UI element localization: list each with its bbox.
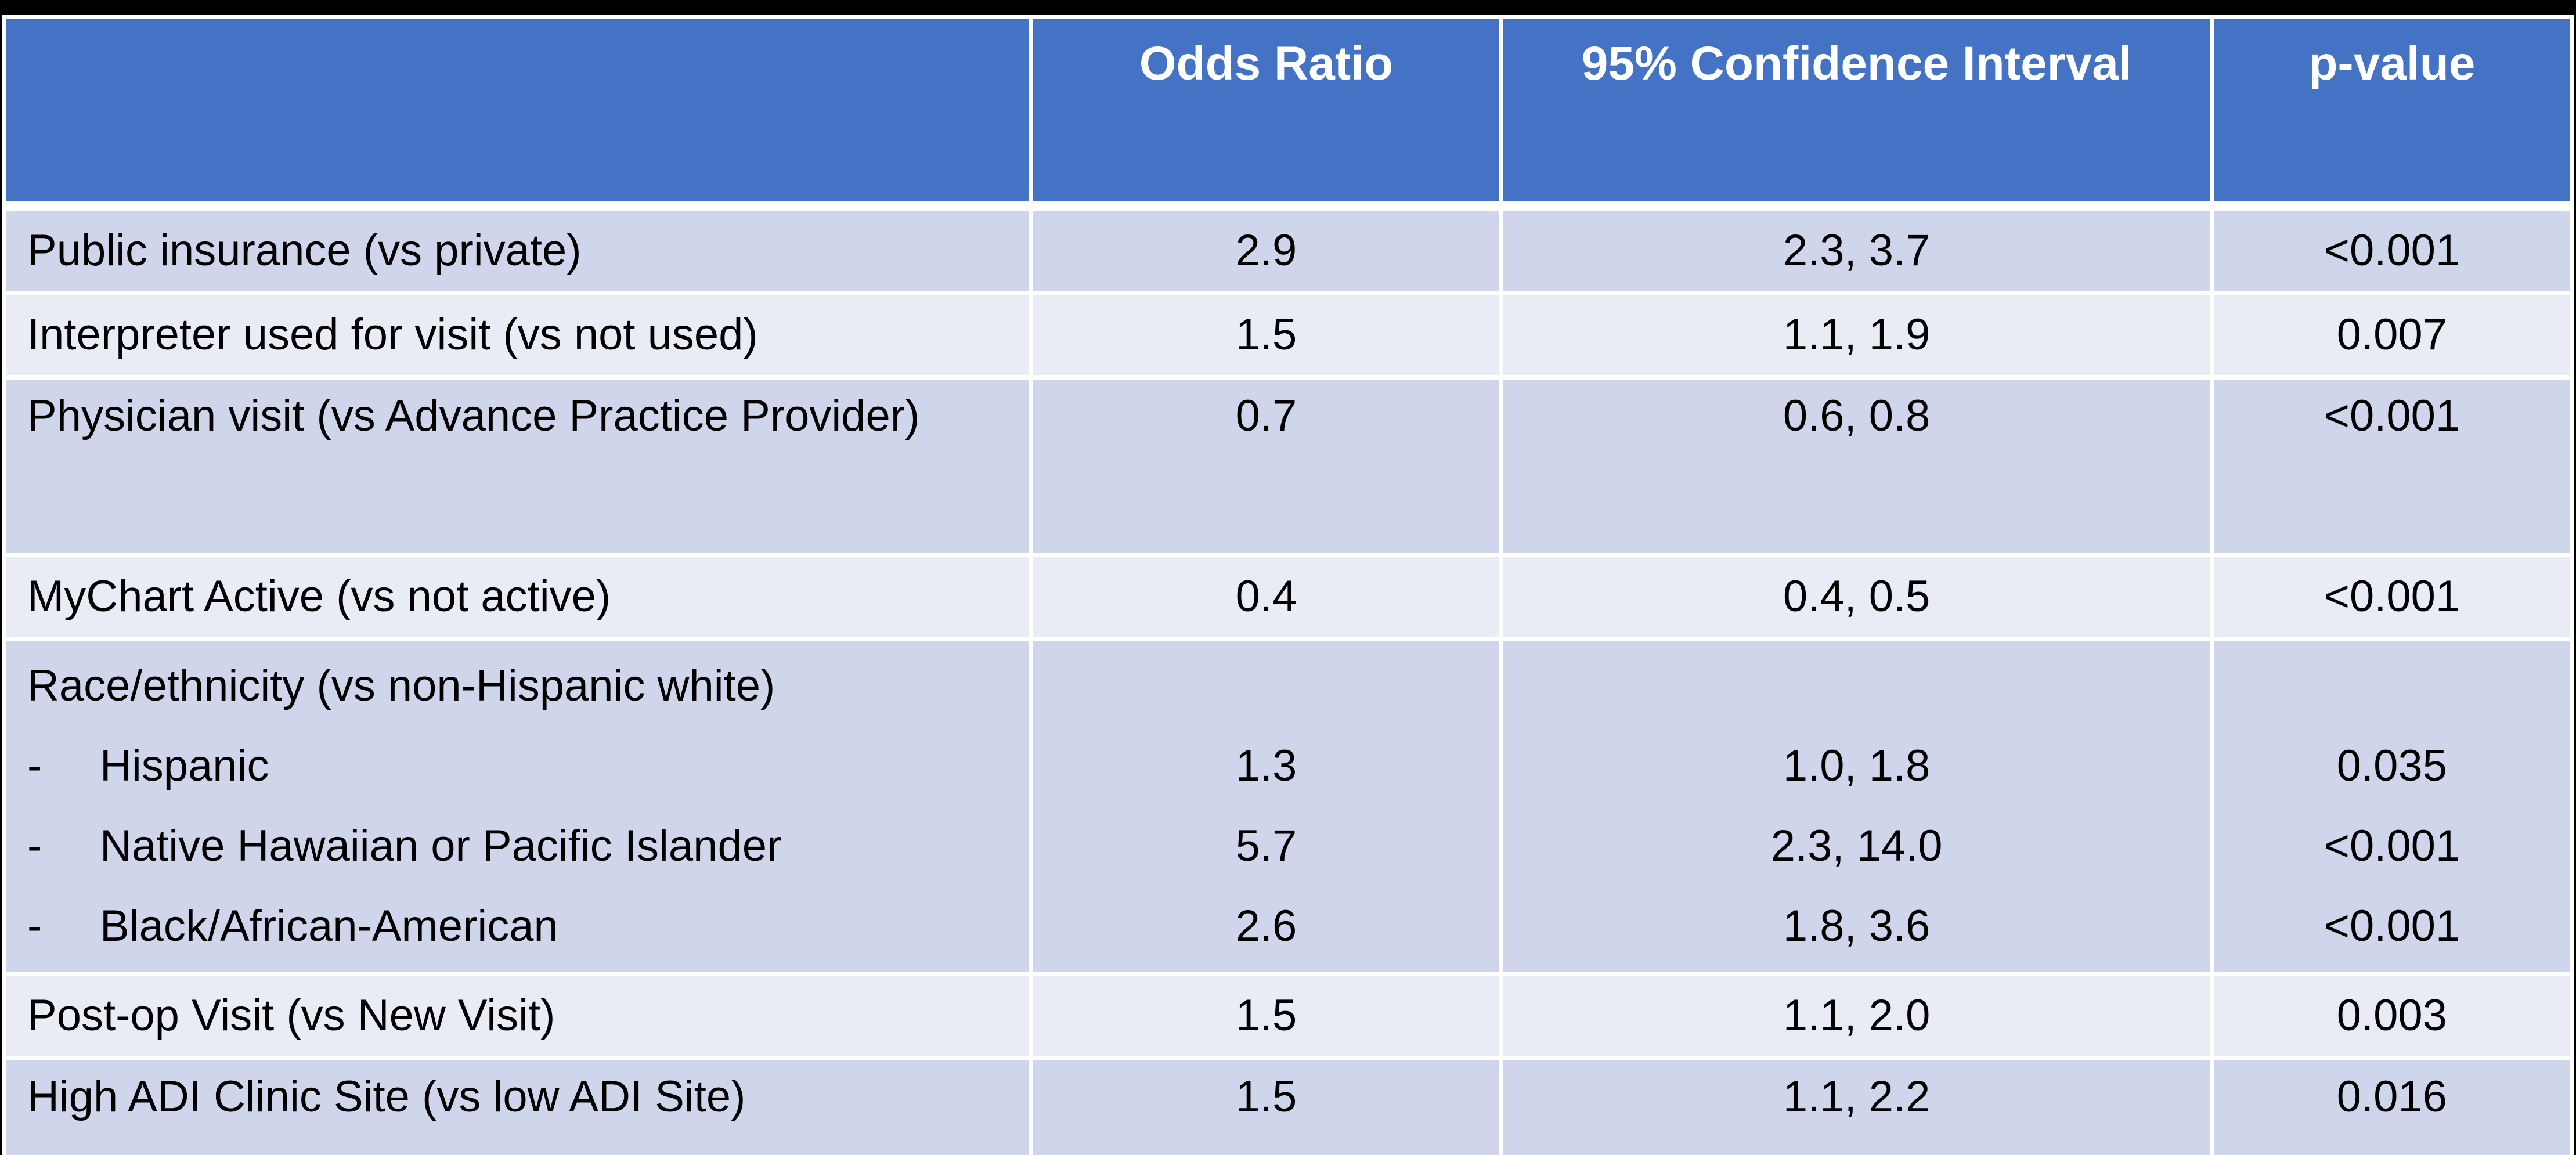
odds-ratio-cell: 1.3 5.7 2.6	[1029, 637, 1503, 976]
odds-ratio-value: 2.6	[1235, 901, 1297, 951]
header-blank-cell	[2, 15, 1034, 211]
spacer-line	[1505, 646, 2208, 726]
row-label: Public insurance (vs private)	[27, 226, 582, 276]
p-value-cell: <0.001	[2210, 553, 2574, 641]
subrow-label: Native Hawaiian or Pacific Islander	[100, 821, 782, 871]
header-confidence-interval: 95% Confidence Interval	[1499, 15, 2214, 211]
table-row-physician-visit: Physician visit (vs Advance Practice Pro…	[2, 375, 2574, 557]
ci-cell: 2.3, 3.7	[1499, 204, 2214, 295]
ci-value: 1.0, 1.8	[1783, 741, 1931, 791]
subrow-label: Hispanic	[100, 741, 269, 791]
spacer-line	[2216, 646, 2567, 726]
race-subrow-nhpi: - Native Hawaiian or Pacific Islander	[27, 806, 1015, 886]
row-label: Post-op Visit (vs New Visit)	[27, 991, 555, 1041]
race-group-title: Race/ethnicity (vs non-Hispanic white)	[27, 646, 1015, 726]
odds-ratio-value: 5.7	[1235, 821, 1297, 871]
odds-ratio-cell: 1.5	[1029, 1056, 1503, 1155]
ci-cell: 1.1, 1.9	[1499, 291, 2214, 380]
p-value-cell: 0.035 <0.001 <0.001	[2210, 637, 2574, 976]
row-label-cell: Interpreter used for visit (vs not used)	[2, 291, 1034, 380]
row-label: Interpreter used for visit (vs not used)	[27, 310, 758, 360]
row-label: Physician visit (vs Advance Practice Pro…	[27, 391, 920, 441]
p-value: <0.001	[2324, 901, 2460, 951]
race-subrow-hispanic: - Hispanic	[27, 726, 1015, 806]
ci-cell: 1.1, 2.2	[1499, 1056, 2214, 1155]
odds-ratio-cell: 0.4	[1029, 553, 1503, 641]
race-subrow-black-african-american: - Black/African-American	[27, 886, 1015, 966]
odds-ratio-cell: 2.9	[1029, 204, 1503, 295]
row-label-cell: Post-op Visit (vs New Visit)	[2, 972, 1034, 1060]
odds-ratio-results-table: Odds Ratio 95% Confidence Interval p-val…	[2, 15, 2574, 1155]
odds-ratio-cell: 0.7	[1029, 375, 1503, 557]
table-row-high-adi-clinic-site: High ADI Clinic Site (vs low ADI Site) 1…	[2, 1056, 2574, 1155]
header-odds-ratio: Odds Ratio	[1029, 15, 1503, 211]
p-value-cell: <0.001	[2210, 375, 2574, 557]
ci-value: 1.8, 3.6	[1783, 901, 1931, 951]
dash-bullet: -	[27, 821, 42, 871]
odds-ratio-value: 1.3	[1235, 741, 1297, 791]
table-row-post-op-visit: Post-op Visit (vs New Visit) 1.5 1.1, 2.…	[2, 972, 2574, 1060]
subrow-label: Black/African-American	[100, 901, 558, 951]
p-value-cell: 0.016	[2210, 1056, 2574, 1155]
p-value-cell: 0.003	[2210, 972, 2574, 1060]
ci-cell: 1.1, 2.0	[1499, 972, 2214, 1060]
odds-ratio-cell: 1.5	[1029, 972, 1503, 1060]
row-label: MyChart Active (vs not active)	[27, 572, 611, 622]
odds-ratio-cell: 1.5	[1029, 291, 1503, 380]
p-value-cell: 0.007	[2210, 291, 2574, 380]
p-value: 0.035	[2336, 741, 2447, 791]
ci-value: 2.3, 14.0	[1770, 821, 1943, 871]
row-label: High ADI Clinic Site (vs low ADI Site)	[27, 1072, 746, 1121]
p-value-cell: <0.001	[2210, 204, 2574, 295]
ci-cell: 0.6, 0.8	[1499, 375, 2214, 557]
ci-cell: 0.4, 0.5	[1499, 553, 2214, 641]
table-row-public-insurance: Public insurance (vs private) 2.9 2.3, 3…	[2, 204, 2574, 295]
row-label-cell: MyChart Active (vs not active)	[2, 553, 1034, 641]
row-label-cell: Public insurance (vs private)	[2, 204, 1034, 295]
dash-bullet: -	[27, 901, 42, 951]
row-label: Race/ethnicity (vs non-Hispanic white)	[27, 660, 775, 710]
row-label-cell: High ADI Clinic Site (vs low ADI Site)	[2, 1056, 1034, 1155]
spacer-line	[1036, 646, 1497, 726]
table-row-interpreter-used: Interpreter used for visit (vs not used)…	[2, 291, 2574, 380]
table-row-mychart-active: MyChart Active (vs not active) 0.4 0.4, …	[2, 553, 2574, 641]
ci-cell: 1.0, 1.8 2.3, 14.0 1.8, 3.6	[1499, 637, 2214, 976]
table-row-race-ethnicity-group: Race/ethnicity (vs non-Hispanic white) -…	[2, 637, 2574, 976]
header-row: Odds Ratio 95% Confidence Interval p-val…	[2, 15, 2574, 211]
row-label-cell: Race/ethnicity (vs non-Hispanic white) -…	[2, 637, 1034, 976]
header-p-value: p-value	[2210, 15, 2574, 211]
row-label-cell: Physician visit (vs Advance Practice Pro…	[2, 375, 1034, 557]
p-value: <0.001	[2324, 821, 2460, 871]
dash-bullet: -	[27, 741, 42, 791]
